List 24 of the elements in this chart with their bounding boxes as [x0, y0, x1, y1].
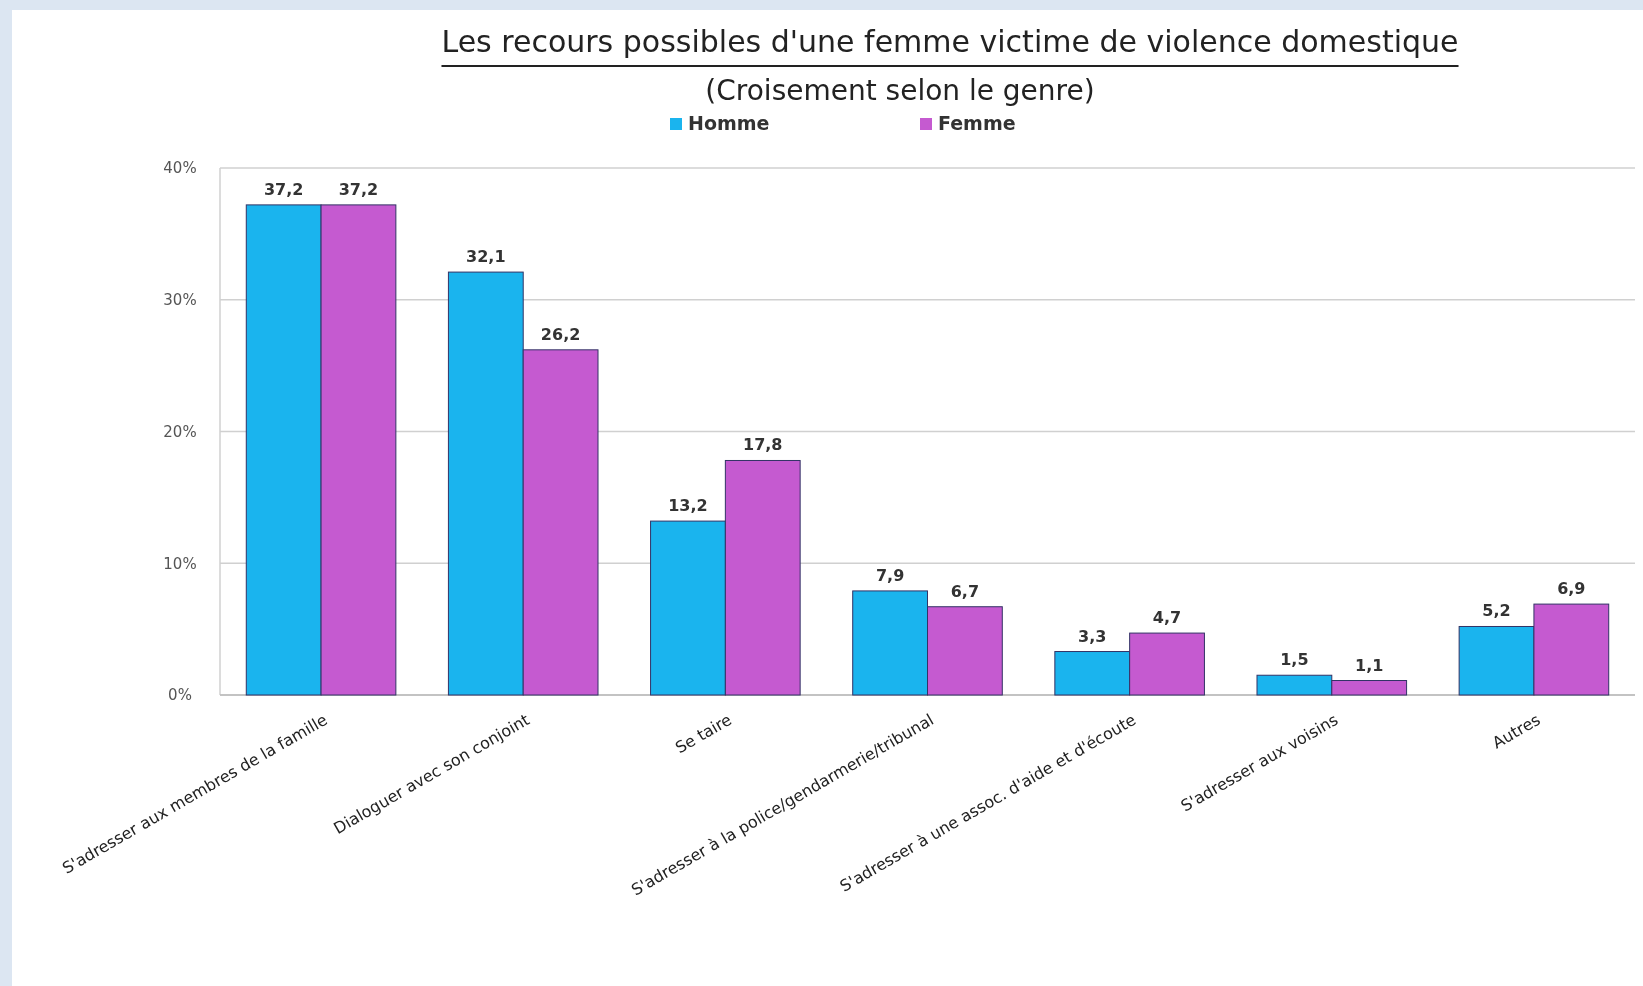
- data-label: 37,2: [338, 179, 379, 199]
- data-label: 3,3: [1078, 626, 1107, 646]
- data-label: 26,2: [540, 324, 581, 344]
- data-label: 6,9: [1557, 579, 1586, 599]
- chart-title: Les recours possibles d'une femme victime de violence domestique: [441, 24, 1459, 59]
- legend-label: Femme: [938, 112, 1016, 134]
- data-label: 37,2: [263, 179, 304, 199]
- y-tick-label: 40%: [163, 159, 197, 178]
- data-label: 1,1: [1355, 655, 1384, 675]
- data-label: 4,7: [1152, 608, 1182, 628]
- data-label: 7,9: [875, 565, 905, 585]
- chart-subtitle: (Croisement selon le genre): [705, 74, 1095, 107]
- data-label: 32,1: [466, 247, 506, 267]
- data-label: 17,8: [743, 435, 783, 455]
- y-tick-label: 20%: [163, 422, 197, 441]
- data-label: 5,2: [1482, 601, 1511, 621]
- data-label: 13,2: [668, 496, 708, 516]
- y-tick-label: 10%: [163, 554, 197, 573]
- data-label: 1,5: [1280, 650, 1309, 670]
- y-tick-label: 30%: [163, 291, 197, 309]
- data-label: 6,7: [950, 581, 980, 601]
- y-tick-label: 0%: [168, 686, 192, 705]
- x-tick-label: Se taire: [671, 710, 735, 758]
- legend-label: Homme: [688, 112, 770, 134]
